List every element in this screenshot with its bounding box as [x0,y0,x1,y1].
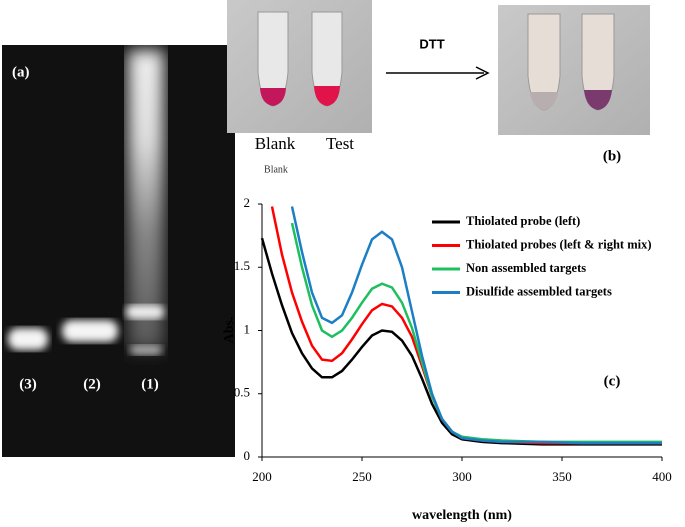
tube-photo [227,0,372,133]
legend-label: Non assembled targets [466,261,586,275]
line-chart: 200 250 300 350 400 0 0.5 1 1.5 2 wavelength (nm) A… [222,195,672,523]
y-tick-label: 2 [244,195,251,210]
photo-background [498,5,650,135]
tube [581,13,615,111]
gel-band [62,320,118,342]
x-tick-label: 350 [552,469,572,484]
x-tick-label: 400 [652,469,672,484]
gel-band [126,305,164,319]
x-axis-label: wavelength (nm) [412,508,512,523]
tube [527,13,561,111]
gel-background [2,45,235,457]
gel-image [2,45,235,457]
arrow-label: DTT [419,36,444,51]
y-tick-label: 1.5 [234,258,250,273]
lane-label: (1) [141,376,159,392]
panel-label: (b) [603,148,621,164]
tube-photo [498,5,650,135]
series-line [260,237,662,446]
gel-smear [128,50,164,350]
series-line [290,206,662,445]
gel-band [130,345,162,355]
legend-label: Disulfide assembled targets [466,284,612,298]
y-axis-label: Abs. [222,317,237,344]
tube-liquid [260,88,286,106]
x-tick-label: 200 [252,469,272,484]
panel-label: (c) [604,373,621,389]
x-tick-label: 250 [352,469,372,484]
arrow-head [475,66,490,80]
lane-label: (3) [19,376,37,392]
tube-liquid [314,86,340,106]
legend-label: Thiolated probe (left) [466,214,580,228]
tube-label: Test [326,134,354,153]
gel-band [8,328,48,350]
lane-label: (2) [83,376,101,392]
series-line [290,222,662,444]
legend-label: Thiolated probes (left & right mix) [466,237,652,251]
x-tick-label: 300 [452,469,472,484]
y-tick-label: 0 [244,448,251,463]
y-tick-label: 1 [244,321,251,336]
tube-label: Blank [255,134,296,153]
y-tick-label: 0.5 [234,385,250,400]
tube-liquid [584,90,612,110]
caption: Blank [264,164,288,175]
panel-label: (a) [12,64,30,80]
photo-background [227,0,372,133]
tube-liquid [530,92,558,110]
